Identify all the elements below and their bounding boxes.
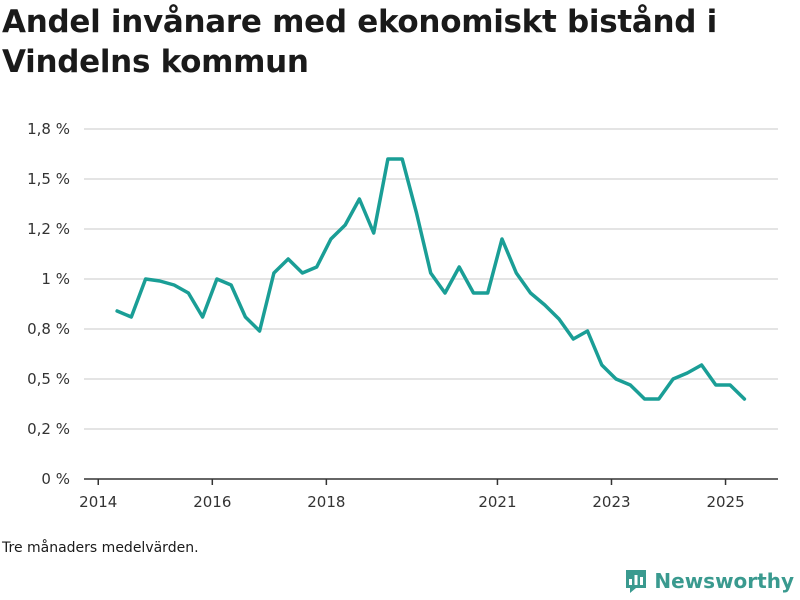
x-tick-label: 2025 [706, 493, 744, 511]
y-tick-label: 0,2 % [27, 420, 70, 438]
x-tick-label: 2021 [478, 493, 516, 511]
chart-note: Tre månaders medelvärden. [2, 540, 199, 556]
series-line [115, 157, 747, 401]
y-tick-label: 1,5 % [27, 170, 70, 188]
newsworthy-logo-icon [626, 570, 647, 593]
line-chart: 0 % 0,2 % 0,5 % 0,8 % 1 % 1,2 % 1,5 % 1,8 % 2014… [0, 100, 800, 530]
brand: Newsworthy [624, 568, 794, 594]
y-tick-label: 1,2 % [27, 220, 70, 238]
brand-name: Newsworthy [654, 569, 794, 593]
y-tick-label: 0,8 % [27, 320, 70, 338]
x-tick-label: 2016 [193, 493, 231, 511]
chart-title: Andel invånare med ekonomiskt bistånd i … [2, 4, 717, 80]
x-tick-label: 2014 [79, 493, 117, 511]
line-chart-svg: 0 % 0,2 % 0,5 % 0,8 % 1 % 1,2 % 1,5 % 1,8 % 2014… [27, 120, 778, 511]
y-tick-label: 0 % [41, 470, 70, 488]
y-tick-label: 1 % [41, 270, 70, 288]
y-tick-label: 1,8 % [27, 120, 70, 138]
x-tick-label: 2023 [592, 493, 630, 511]
y-tick-label: 0,5 % [27, 370, 70, 388]
x-tick-label: 2018 [307, 493, 345, 511]
